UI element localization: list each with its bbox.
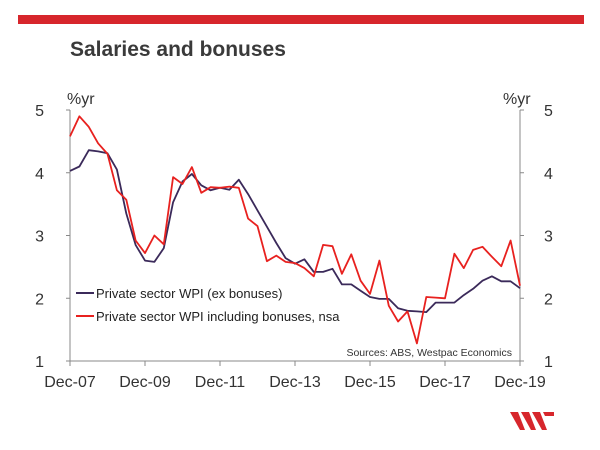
y-tick-label-right: 1 [544,354,553,371]
brand-top-bar [18,15,584,24]
x-tick-label: Dec-17 [419,374,471,391]
x-tick-label: Dec-15 [344,374,396,391]
x-tick-label: Dec-11 [195,374,245,391]
y-tick-label-right: 3 [544,229,553,246]
y-tick-label-left: 4 [35,166,44,183]
source-note: Sources: ABS, Westpac Economics [346,347,512,359]
x-tick-label: Dec-07 [44,374,96,391]
westpac-logo-icon [510,412,554,430]
y-tick-label-left: 2 [35,291,44,308]
y-tick-label-right: 5 [544,103,553,120]
y-unit-label-right: %yr [503,91,531,108]
chart-title: Salaries and bonuses [70,38,286,61]
legend-label: Private sector WPI (ex bonuses) [96,286,282,301]
y-tick-label-right: 4 [544,166,553,183]
y-tick-label-left: 3 [35,229,44,246]
y-unit-label-left: %yr [67,91,95,108]
legend-label: Private sector WPI including bonuses, ns… [96,309,340,324]
y-tick-label-left: 1 [35,354,44,371]
x-tick-label: Dec-13 [269,374,321,391]
series-line-incl-bonuses [69,115,521,345]
y-tick-label-left: 5 [35,103,44,120]
y-tick-label-right: 2 [544,291,553,308]
x-tick-label: Dec-19 [494,374,546,391]
x-tick-label: Dec-09 [119,374,171,391]
